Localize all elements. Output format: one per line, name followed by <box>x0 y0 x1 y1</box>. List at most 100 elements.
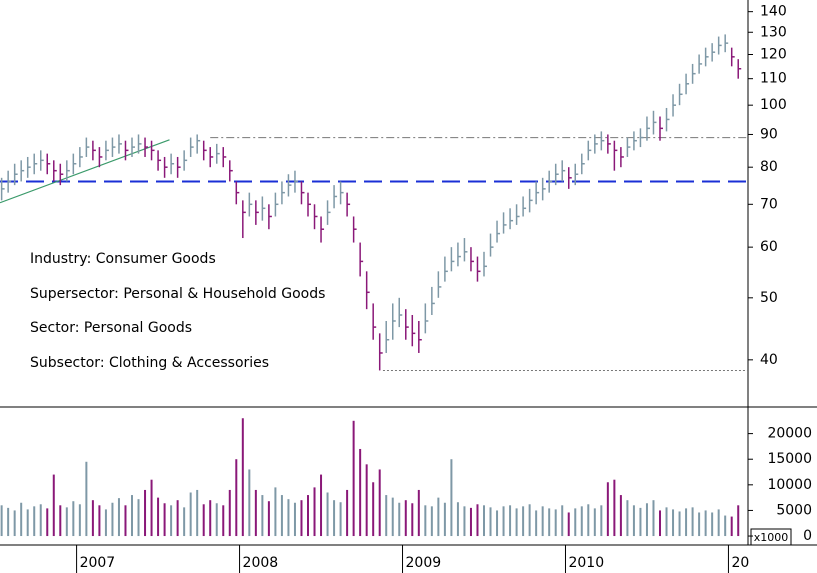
volume-bar <box>13 510 16 537</box>
volume-bar <box>456 502 459 537</box>
volume-bar <box>372 482 375 537</box>
y-tick-label: 140 <box>760 4 787 20</box>
volume-bar <box>307 495 309 537</box>
y-tick-label: 70 <box>760 196 778 212</box>
volume-bar <box>600 505 603 537</box>
volume-bar <box>78 504 81 537</box>
volume-bar <box>339 502 342 537</box>
volume-bar <box>52 474 55 537</box>
volume-bar <box>665 507 668 537</box>
volume-bar <box>352 420 355 537</box>
volume-bar <box>241 418 244 537</box>
volume-bar <box>222 505 225 537</box>
volume-bar <box>698 512 701 537</box>
volume-bar <box>424 505 427 537</box>
volume-bar <box>417 489 420 537</box>
volume-bar <box>626 500 629 537</box>
volume-bar <box>196 489 199 537</box>
volume-bar <box>254 489 257 537</box>
volume-bar <box>163 503 166 537</box>
volume-bar <box>469 507 472 537</box>
volume-bar <box>235 459 238 537</box>
volume-bar <box>124 505 127 537</box>
volume-bar <box>724 515 727 537</box>
volume-bar <box>606 482 609 537</box>
volume-bar <box>509 505 512 537</box>
volume-bar <box>567 512 570 537</box>
volume-bar <box>72 501 75 537</box>
volume-bar <box>541 506 544 537</box>
volume-bar <box>639 507 642 537</box>
volume-bar <box>548 508 551 537</box>
y-tick-label: 50 <box>760 290 778 306</box>
volume-bar <box>619 495 622 537</box>
volume-bar <box>450 459 453 537</box>
volume-bar <box>632 505 635 537</box>
volume-bar <box>437 497 440 537</box>
volume-bar <box>131 495 133 537</box>
annotation: Subsector: Clothing & Accessories <box>30 355 269 371</box>
volume-bar <box>672 509 675 537</box>
volume-bar <box>528 504 531 537</box>
volume-bar <box>574 508 577 537</box>
volume-bar <box>46 508 49 537</box>
volume-bar <box>717 509 720 537</box>
volume-bar <box>91 500 94 537</box>
volume-bar <box>65 507 68 537</box>
trendline <box>0 139 170 204</box>
volume-bar <box>535 510 538 537</box>
annotation: Supersector: Personal & Household Goods <box>30 286 325 302</box>
volume-bar <box>496 510 499 537</box>
volume-bar <box>183 507 186 537</box>
volume-bar <box>176 500 179 537</box>
volume-bar <box>137 499 140 537</box>
volume-bar <box>378 469 381 537</box>
volume-bar <box>463 506 466 537</box>
volume-bar <box>704 510 707 537</box>
volume-tick-label: 10000 <box>767 477 812 493</box>
volume-bar <box>443 502 446 537</box>
volume-bar <box>652 500 655 537</box>
volume-bar <box>580 506 583 537</box>
volume-tick-label: 15000 <box>767 451 812 467</box>
volume-bar <box>300 500 303 537</box>
volume-bar <box>359 448 362 537</box>
volume-bar <box>587 504 590 537</box>
volume-bar <box>150 479 153 537</box>
volume-bar <box>313 487 316 537</box>
volume-bar <box>685 508 688 537</box>
volume-bar <box>117 498 120 537</box>
y-tick-label: 110 <box>760 71 787 87</box>
volume-bar <box>730 516 733 537</box>
volume-bar <box>189 492 192 537</box>
volume-bar <box>561 505 564 537</box>
volume-bar <box>157 497 160 537</box>
volume-bar <box>489 507 492 537</box>
unit-box <box>750 528 792 546</box>
volume-bar <box>320 474 323 537</box>
volume-bar <box>0 505 3 537</box>
volume-bar <box>346 489 349 537</box>
volume-bar <box>20 502 23 537</box>
x-tick-label: 2007 <box>80 555 116 571</box>
volume-bar <box>502 506 505 537</box>
volume-bar <box>593 508 596 537</box>
volume-tick-label: 5000 <box>776 502 812 518</box>
volume-bar <box>280 495 283 537</box>
volume-bar <box>385 495 388 537</box>
volume-bar <box>215 503 218 537</box>
volume-bar <box>326 492 329 537</box>
volume-bar <box>26 509 29 537</box>
annotation: Sector: Personal Goods <box>30 320 192 336</box>
volume-bar <box>293 502 296 537</box>
x-tick-label: 2008 <box>243 555 279 571</box>
volume-bar <box>7 507 10 537</box>
volume-bar <box>711 512 714 537</box>
volume-bar <box>737 505 740 537</box>
volume-bar <box>411 503 414 537</box>
volume-unit: x1000 <box>754 531 789 544</box>
x-tick-label: 20 <box>731 555 749 571</box>
volume-bar <box>261 495 264 537</box>
